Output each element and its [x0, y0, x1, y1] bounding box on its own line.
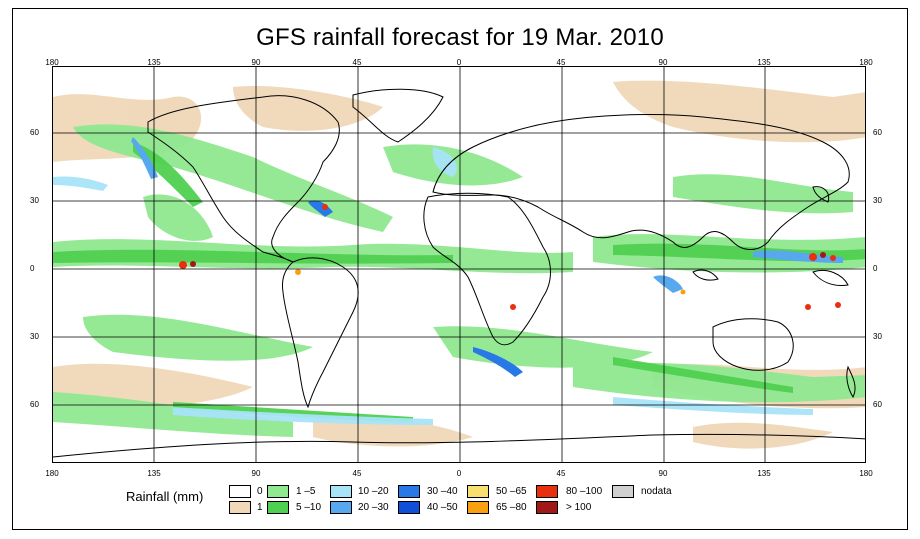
lat-tick-left: 30	[30, 196, 39, 205]
legend-label: > 100	[566, 502, 592, 513]
rainfall-map	[52, 66, 866, 463]
legend-label: 65 –80	[496, 502, 527, 513]
coastlines	[53, 88, 865, 458]
lon-tick-bottom: 45	[556, 469, 566, 478]
lon-tick-top: 90	[658, 58, 668, 67]
legend-label: 20 –30	[358, 502, 389, 513]
lat-tick-left: 60	[30, 128, 39, 137]
legend-swatch	[267, 501, 289, 514]
lat-tick-left: 0	[30, 264, 35, 273]
lat-tick-right: 60	[873, 128, 882, 137]
legend-swatch	[330, 485, 352, 498]
map-title: GFS rainfall forecast for 19 Mar. 2010	[256, 24, 664, 51]
lon-tick-bottom: 0	[456, 469, 462, 478]
lon-tick-top: 180	[45, 58, 59, 67]
map-canvas	[53, 67, 865, 462]
lat-tick-right: 0	[873, 264, 878, 273]
lat-tick-left: 30	[30, 332, 39, 341]
lon-tick-top: 135	[757, 58, 771, 67]
legend-label: 40 –50	[427, 502, 458, 513]
lon-tick-top: 45	[556, 58, 566, 67]
lat-tick-right: 30	[873, 196, 882, 205]
legend-swatch	[467, 485, 489, 498]
legend-swatch	[612, 485, 634, 498]
legend-label: 30 –40	[427, 486, 458, 497]
legend-swatch	[330, 501, 352, 514]
legend-label: 50 –65	[496, 486, 527, 497]
legend-swatch	[398, 501, 420, 514]
lon-tick-bottom: 135	[757, 469, 771, 478]
lon-tick-bottom: 135	[147, 469, 161, 478]
rain-10-20mm-layer	[53, 147, 813, 425]
lon-tick-bottom: 45	[352, 469, 362, 478]
legend-label: nodata	[641, 486, 672, 497]
legend-swatch	[229, 485, 251, 498]
rain-heavy-cells	[131, 137, 843, 377]
legend-label: 5 –10	[296, 502, 322, 513]
lon-tick-bottom: 180	[45, 469, 59, 478]
legend-label: 80 –100	[566, 486, 603, 497]
lat-tick-right: 60	[873, 400, 882, 409]
legend-swatch	[536, 501, 558, 514]
legend-label: 10 –20	[358, 486, 389, 497]
lon-tick-top: 180	[859, 58, 873, 67]
lon-tick-top: 90	[251, 58, 261, 67]
legend-label: 1	[257, 502, 263, 513]
lat-tick-right: 30	[873, 332, 882, 341]
lon-tick-top: 45	[352, 58, 362, 67]
legend-swatch	[229, 501, 251, 514]
lon-tick-bottom: 180	[859, 469, 873, 478]
lon-tick-bottom: 90	[251, 469, 261, 478]
legend-title: Rainfall (mm)	[126, 489, 204, 504]
legend-swatch	[467, 501, 489, 514]
legend-swatch	[536, 485, 558, 498]
legend-swatch	[267, 485, 289, 498]
legend-label: 1 –5	[296, 486, 316, 497]
figure-frame	[12, 8, 908, 530]
legend-label: 0	[257, 486, 263, 497]
lat-tick-left: 60	[30, 400, 39, 409]
lon-tick-bottom: 90	[658, 469, 668, 478]
lon-tick-top: 135	[147, 58, 161, 67]
legend-swatch	[398, 485, 420, 498]
graticule	[53, 67, 865, 462]
lon-tick-top: 0	[456, 58, 462, 67]
